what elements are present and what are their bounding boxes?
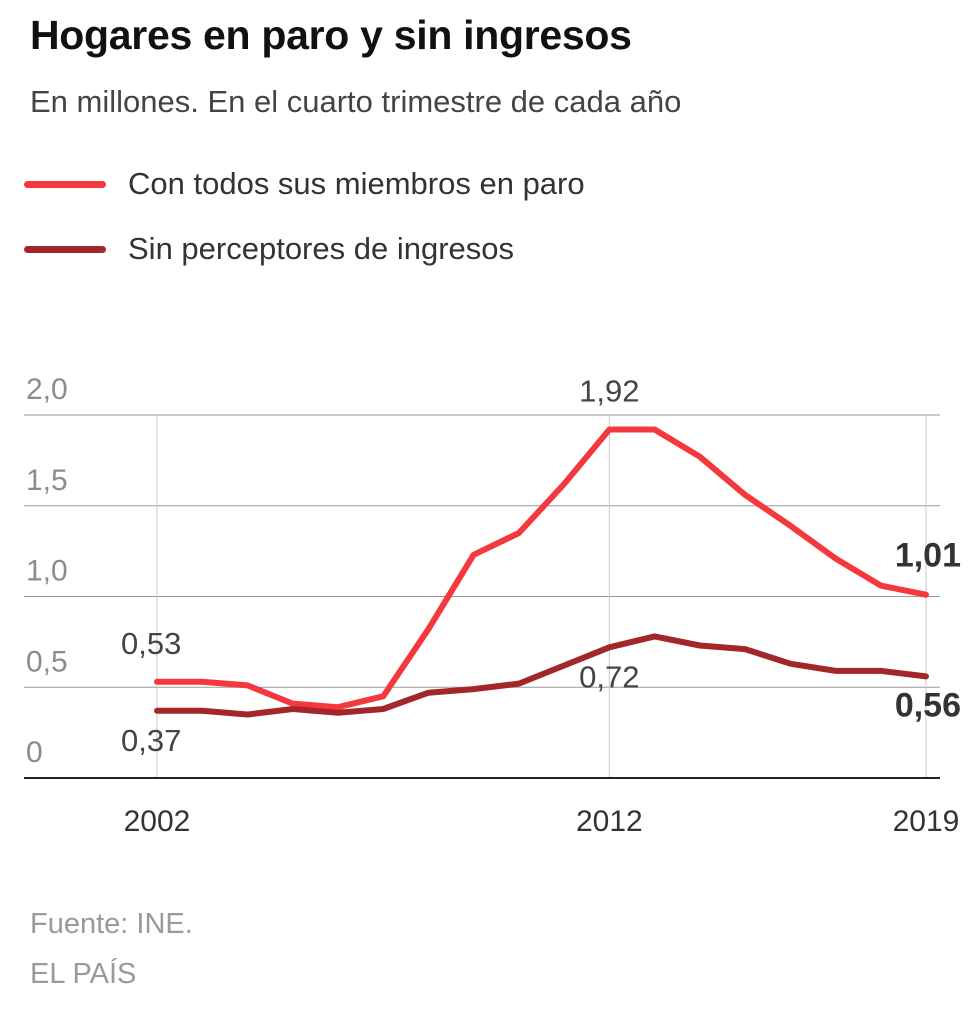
- legend-swatch-unemployed: [24, 180, 106, 188]
- series-line-no-income: [154, 633, 929, 718]
- legend-label-no-income: Sin perceptores de ingresos: [128, 231, 515, 266]
- data-label: 0,56: [895, 686, 961, 724]
- data-label: 1,01: [895, 537, 961, 575]
- legend-item-no-income: Sin perceptores de ingresos: [24, 229, 514, 269]
- legend-item-unemployed: Con todos sus miembros en paro: [24, 164, 585, 204]
- chart-subtitle: En millones. En el cuarto trimestre de c…: [30, 84, 682, 119]
- y-tick-label: 0,5: [26, 645, 68, 678]
- legend-swatch-no-income: [24, 245, 106, 253]
- data-label: 0,37: [121, 723, 181, 758]
- x-tick-label: 2012: [576, 805, 643, 838]
- data-label: 1,92: [579, 374, 639, 409]
- x-tick-label: 2019: [893, 805, 960, 838]
- y-tick-label: 1,0: [26, 555, 68, 588]
- chart-title: Hogares en paro y sin ingresos: [30, 12, 632, 58]
- publisher-brand: EL PAÍS: [30, 958, 137, 990]
- y-tick-label: 1,5: [26, 464, 68, 497]
- y-tick-label: 0: [26, 736, 43, 769]
- legend-label-unemployed: Con todos sus miembros en paro: [128, 166, 585, 201]
- series-line-unemployed: [154, 426, 929, 711]
- source-note: Fuente: INE.: [30, 908, 193, 940]
- data-label: 0,53: [121, 626, 181, 661]
- data-label: 0,72: [579, 659, 639, 694]
- y-tick-label: 2,0: [26, 373, 68, 406]
- x-tick-label: 2002: [124, 805, 191, 838]
